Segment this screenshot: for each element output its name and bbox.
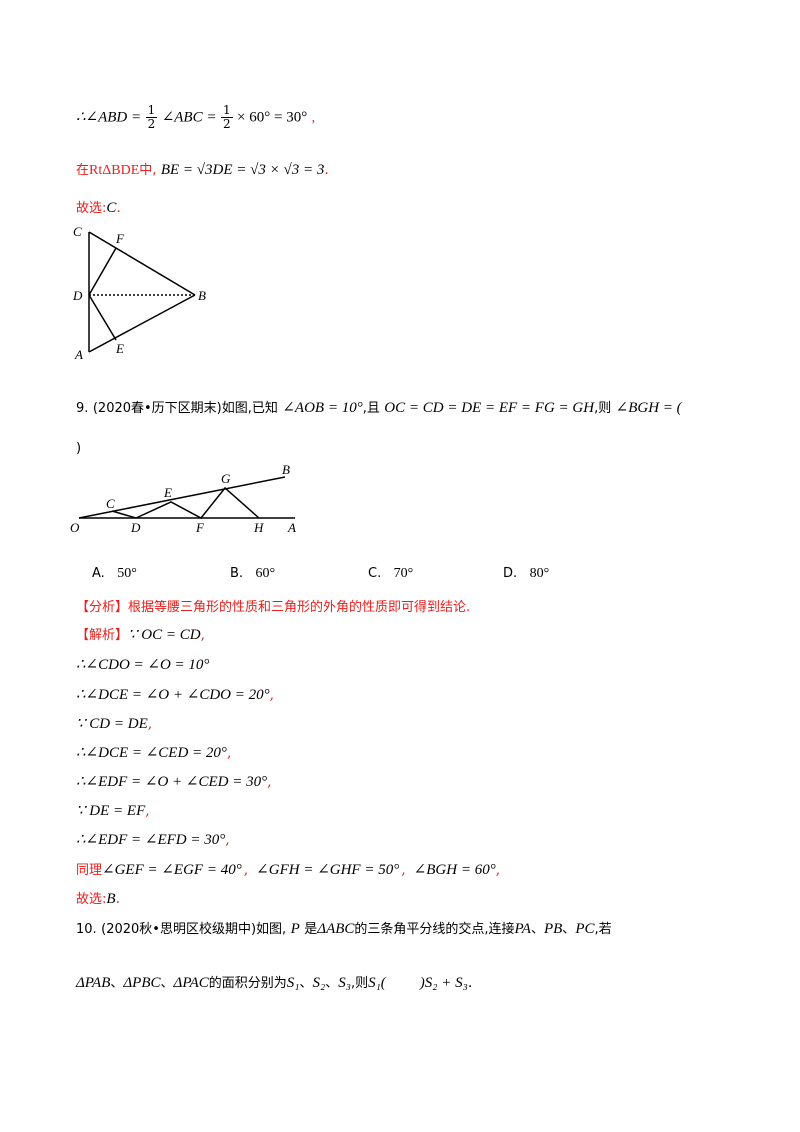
option-d[interactable]: D. 80°: [503, 566, 550, 581]
solution-step-5: ∴∠DCE = ∠CED = 20°,: [76, 745, 232, 761]
label-a: A: [74, 347, 83, 362]
option-a[interactable]: A. 50°: [92, 566, 137, 581]
label-e: E: [163, 485, 172, 500]
answer-line-prev: 故选:C.: [76, 200, 121, 216]
label-b: B: [282, 464, 290, 477]
solution-similar: 同理∠GEF = ∠EGF = 40°, ∠GFH = ∠GHF = 50°, ∠B…: [76, 862, 501, 878]
label-h: H: [253, 520, 264, 535]
answer-line-q9: 故选:B.: [76, 891, 121, 907]
question-10-stem-line2: ΔPAB、ΔPBC、ΔPAC的面积分别为S₁、S₂、S₃,则S₁()S₂ + S…: [76, 975, 473, 991]
solution-step-2: ∴∠CDO = ∠O = 10°: [76, 657, 210, 673]
label-c: C: [73, 224, 82, 239]
option-c[interactable]: C. 70°: [368, 566, 414, 581]
question-9-stem: 9. (2020春•历下区期末)如图,已知 ∠AOB = 10°,且 OC = …: [76, 400, 682, 416]
label-a: A: [287, 520, 296, 535]
geometry-figure-zigzag: O C D E F G H A B: [70, 464, 296, 535]
question-10-stem-line1: 10. (2020秋•思明区校级期中)如图, P 是ΔABC的三条角平分线的交点…: [76, 921, 612, 937]
label-o: O: [70, 520, 80, 535]
solution-line-be: 在RtΔBDE中, BE = √3DE = √3 × √3 = 3.: [76, 162, 329, 178]
option-b[interactable]: B. 60°: [230, 566, 276, 581]
solution-step-6: ∴∠EDF = ∠O + ∠CED = 30°,: [76, 774, 272, 790]
solution-step-3: ∴∠DCE = ∠O + ∠CDO = 20°,: [76, 687, 275, 703]
label-e: E: [115, 341, 124, 356]
solution-step-4: ∵ CD = DE,: [76, 716, 153, 732]
label-b: B: [198, 288, 206, 303]
label-c: C: [106, 496, 115, 511]
analysis-line: 【分析】根据等腰三角形的性质和三角形的外角的性质即可得到结论.: [76, 600, 471, 615]
label-d: D: [72, 288, 83, 303]
solution-step-8: ∴∠EDF = ∠EFD = 30°,: [76, 832, 230, 848]
label-g: G: [221, 471, 231, 486]
solution-step-7: ∵ DE = EF,: [76, 803, 150, 819]
geometry-figure-kite: C F D B A E: [72, 224, 206, 362]
label-d: D: [130, 520, 141, 535]
label-f: F: [195, 520, 205, 535]
question-9-close: ): [76, 441, 82, 456]
solution-step-1: 【解析】∵ OC = CD,: [76, 627, 206, 643]
label-f: F: [115, 231, 125, 246]
